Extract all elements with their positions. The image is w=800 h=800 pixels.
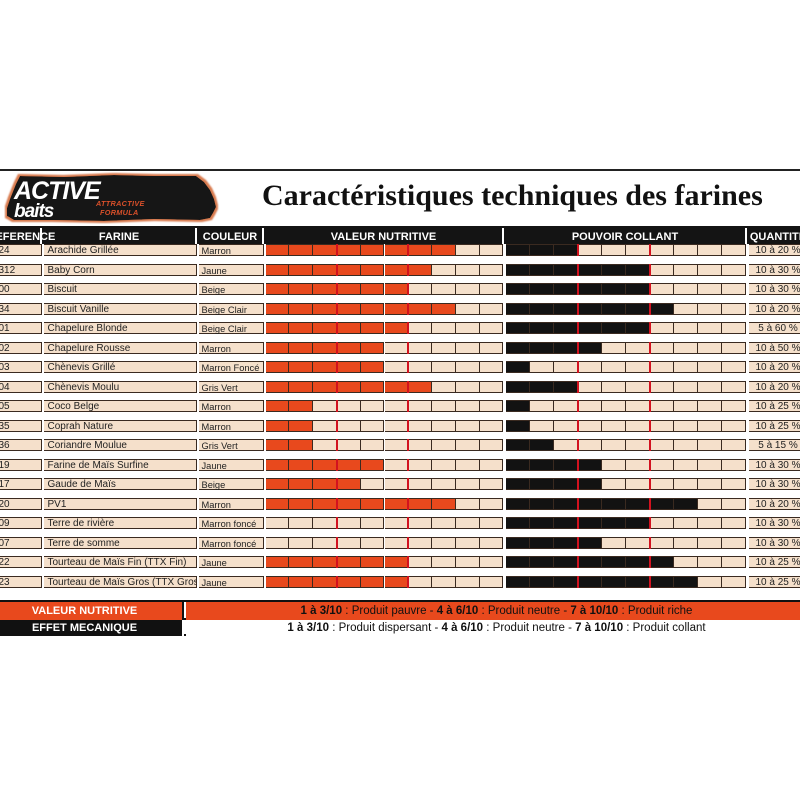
svg-text:ATTRACTIVE: ATTRACTIVE xyxy=(95,199,146,208)
svg-text:baits: baits xyxy=(14,201,54,222)
svg-text:FORMULA: FORMULA xyxy=(100,208,139,217)
